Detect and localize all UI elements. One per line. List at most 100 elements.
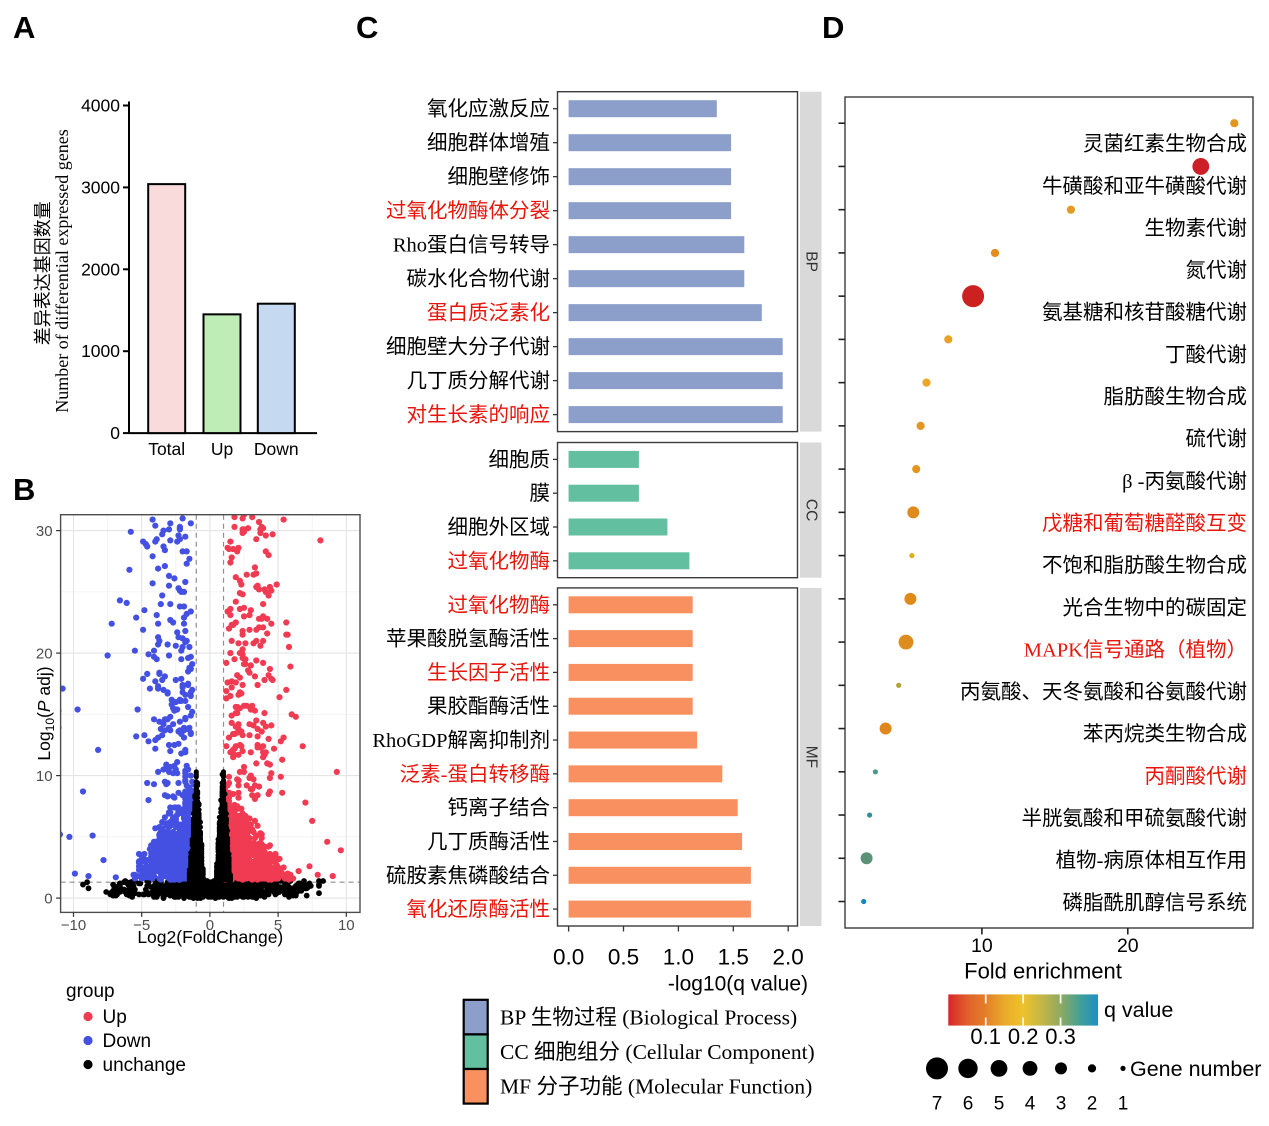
b-point-down	[150, 647, 158, 654]
b-point-up	[273, 581, 280, 588]
b-point-unchange	[214, 868, 220, 874]
b-point-up	[242, 656, 249, 663]
b-point-unchange	[303, 892, 310, 899]
b-point-down	[164, 779, 171, 787]
b-point-up	[269, 676, 276, 684]
b-point-up	[242, 816, 249, 823]
b-point-unchange	[219, 813, 225, 819]
d-gene-number-label: 4	[1025, 1094, 1036, 1115]
c-bar	[568, 338, 783, 356]
b-point-up	[260, 659, 267, 667]
b-point-down	[66, 833, 73, 841]
b-point-up	[245, 842, 252, 849]
b-point-down	[187, 730, 194, 738]
d-dot	[861, 898, 867, 905]
b-point-up	[306, 863, 313, 870]
b-point-down	[167, 849, 174, 856]
b-y-tick-label: 10	[36, 768, 53, 785]
c-legend-label: BP 生物过程 (Biological Process)	[500, 1005, 797, 1029]
d-dot	[909, 553, 915, 559]
b-point-down	[153, 612, 160, 619]
d-row-label: 氨基糖和核苷酸糖代谢	[1042, 301, 1247, 324]
b-point-unchange	[225, 835, 231, 841]
b-point-unchange	[151, 894, 157, 900]
d-dot	[962, 285, 985, 308]
c-bar	[568, 406, 783, 424]
b-point-unchange	[220, 786, 227, 792]
b-point-unchange	[195, 855, 201, 861]
b-point-down	[146, 846, 153, 853]
b-point-up	[240, 848, 248, 855]
b-point-down	[175, 789, 182, 796]
d-gene-number-label: 7	[932, 1094, 943, 1115]
b-point-down	[141, 732, 148, 739]
b-point-up	[240, 768, 248, 776]
b-point-down	[146, 874, 153, 881]
b-point-down	[168, 832, 175, 839]
c-row-label: 对生长素的响应	[407, 404, 551, 427]
b-point-unchange	[197, 833, 203, 839]
b-point-down	[142, 858, 149, 865]
b-point-unchange	[231, 891, 238, 898]
d-dot	[916, 421, 925, 430]
c-bar	[568, 866, 751, 884]
b-point-up	[236, 650, 243, 657]
c-bar	[568, 270, 745, 288]
b-point-unchange	[214, 873, 220, 879]
c-row-label: 细胞群体增殖	[427, 132, 550, 155]
b-point-unchange	[85, 885, 92, 892]
b-point-unchange	[186, 894, 193, 900]
b-point-down	[189, 708, 196, 716]
c-bar	[568, 202, 732, 220]
b-point-unchange	[215, 840, 221, 846]
b-point-up	[239, 748, 246, 755]
b-point-unchange	[280, 886, 287, 893]
b-point-down	[167, 838, 174, 845]
b-point-up	[227, 749, 234, 756]
b-point-up	[249, 826, 256, 833]
a-bar-total	[147, 183, 187, 435]
b-point-up	[255, 624, 263, 631]
b-point-down	[178, 656, 185, 663]
b-point-down	[182, 858, 189, 865]
b-point-up	[262, 532, 269, 539]
d-gene-number-dot	[1055, 1062, 1067, 1075]
b-point-unchange	[156, 890, 163, 897]
b-point-down	[180, 603, 188, 610]
b-point-unchange	[225, 840, 231, 846]
b-point-up	[240, 763, 248, 771]
b-point-unchange	[190, 856, 197, 862]
b-point-up	[224, 544, 231, 551]
b-point-unchange	[320, 878, 326, 884]
d-dot	[898, 634, 914, 650]
c-bar	[568, 900, 751, 918]
b-point-down	[186, 724, 193, 731]
d-dot	[879, 722, 892, 735]
b-point-down	[149, 516, 156, 523]
b-point-down	[164, 793, 171, 800]
b-point-up	[246, 612, 253, 619]
c-row-label: 硫胺素焦磷酸结合	[386, 864, 550, 887]
b-point-up	[254, 582, 261, 589]
b-point-down	[71, 870, 78, 877]
panel-a-barchart: 差异表达基因数量 Number of differential expresse…	[33, 96, 317, 459]
b-point-up	[247, 821, 254, 828]
c-row-label: Rho蛋白信号转导	[393, 234, 550, 257]
b-point-up	[257, 839, 264, 847]
b-point-up	[232, 743, 239, 750]
b-point-down	[135, 863, 143, 870]
b-point-up	[240, 702, 248, 709]
d-gene-number-dot	[990, 1060, 1008, 1077]
b-point-up	[251, 817, 258, 825]
b-point-up	[280, 864, 287, 871]
b-point-unchange	[219, 803, 225, 809]
b-point-down	[116, 597, 123, 604]
b-point-unchange	[260, 891, 266, 898]
b-point-up	[250, 852, 257, 859]
b-point-up	[309, 817, 316, 825]
d-row-label: 苯丙烷类生物合成	[1083, 723, 1247, 746]
b-point-down	[155, 565, 162, 572]
b-point-down	[79, 788, 87, 795]
b-point-up	[264, 871, 271, 878]
b-point-up	[242, 835, 249, 842]
